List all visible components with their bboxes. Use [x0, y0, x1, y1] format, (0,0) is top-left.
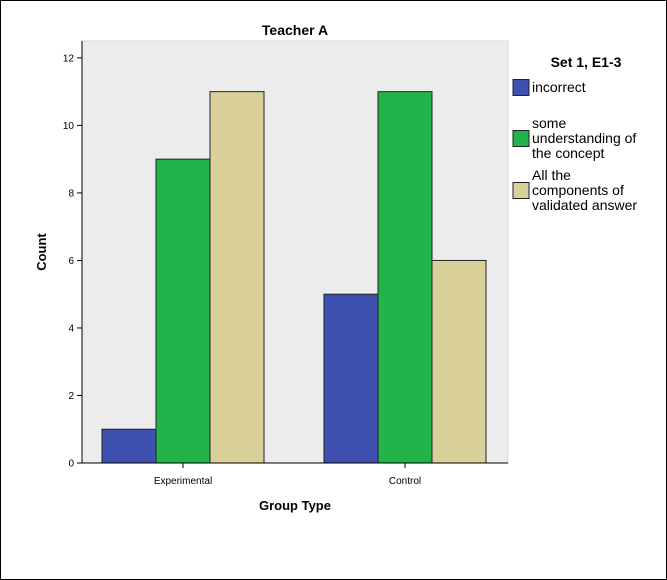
chart-title: Teacher A	[262, 22, 328, 38]
bar-control-series-3	[432, 260, 486, 463]
x-axis-title: Group Type	[259, 498, 331, 513]
y-tick-label: 6	[68, 256, 74, 267]
bar-experimental-series-3	[210, 92, 264, 463]
y-tick-label: 0	[68, 459, 74, 470]
x-axis: Experimental Control	[82, 463, 508, 487]
y-tick-label: 10	[63, 121, 75, 132]
legend-label-2: some understanding of the concept	[532, 115, 636, 161]
bar-experimental-series-2	[156, 159, 210, 463]
x-tick-label: Experimental	[154, 476, 212, 487]
legend-title: Set 1, E1-3	[551, 54, 622, 70]
x-tick-label: Control	[389, 476, 421, 487]
legend-swatch-1	[513, 80, 529, 96]
y-axis-title: Count	[34, 233, 49, 271]
y-tick-label: 2	[68, 391, 74, 402]
legend-label-1: incorrect	[532, 79, 586, 95]
legend: Set 1, E1-3 incorrect some understanding o…	[513, 54, 637, 213]
legend-label-3: All the components of validated answer	[532, 167, 637, 213]
legend-swatch-2	[513, 131, 529, 147]
y-tick-label: 12	[63, 53, 75, 64]
y-tick-label: 8	[68, 188, 74, 199]
y-axis: 0 2 4 6 8 10 12	[63, 41, 82, 470]
legend-swatch-3	[513, 183, 529, 199]
y-tick-label: 4	[68, 323, 74, 334]
bar-control-series-1	[324, 294, 378, 463]
bar-control-series-2	[378, 92, 432, 463]
bar-experimental-series-1	[102, 429, 156, 463]
